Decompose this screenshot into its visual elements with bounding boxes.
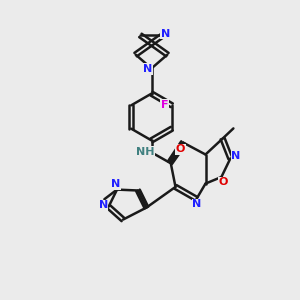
Text: O: O xyxy=(218,177,228,188)
Text: N: N xyxy=(161,29,170,39)
Text: N: N xyxy=(231,151,240,161)
Text: NH: NH xyxy=(136,147,154,157)
Text: N: N xyxy=(99,200,108,210)
Text: N: N xyxy=(111,179,120,189)
Text: N: N xyxy=(143,64,152,74)
Text: N: N xyxy=(193,199,202,209)
Text: O: O xyxy=(176,144,185,154)
Text: F: F xyxy=(160,100,168,110)
